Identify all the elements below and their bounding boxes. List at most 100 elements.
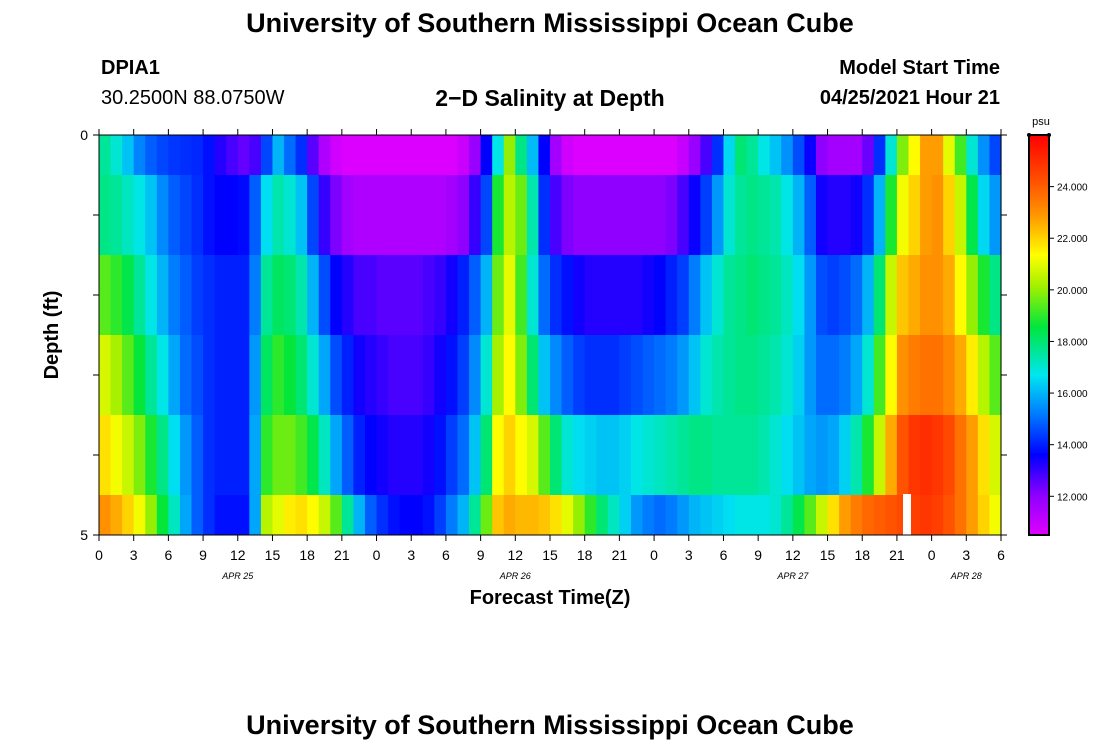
heat-cell xyxy=(145,175,158,255)
heat-cell xyxy=(931,495,944,535)
heat-cell xyxy=(850,135,863,175)
heat-cell xyxy=(191,255,204,335)
heat-cell xyxy=(966,495,979,535)
heat-cell xyxy=(260,415,274,495)
heat-cell xyxy=(607,255,620,335)
heat-cell xyxy=(156,175,169,255)
heat-cell xyxy=(353,135,366,175)
heat-cell xyxy=(943,135,956,175)
heat-cell xyxy=(665,415,678,495)
heat-cell xyxy=(133,175,146,255)
heat-cell xyxy=(480,255,493,335)
heat-cell xyxy=(469,415,482,495)
heat-cell xyxy=(122,495,135,535)
heat-cell xyxy=(307,495,320,535)
heat-cell xyxy=(445,335,459,415)
heat-cell xyxy=(237,175,250,255)
heat-cell xyxy=(977,495,991,535)
heat-cell xyxy=(723,175,736,255)
heat-cell xyxy=(515,255,528,335)
heat-cell xyxy=(353,495,366,535)
heat-cell xyxy=(561,135,574,175)
heat-cell xyxy=(873,175,886,255)
heat-cell xyxy=(364,135,378,175)
heat-cell xyxy=(203,255,216,335)
heat-cell xyxy=(284,135,297,175)
colorbar-tick-label: 22.000 xyxy=(1057,234,1088,245)
heat-cell xyxy=(422,415,435,495)
heat-cell xyxy=(156,255,169,335)
heat-cell xyxy=(260,255,274,335)
heat-cell xyxy=(804,335,817,415)
heat-cell xyxy=(226,495,239,535)
heat-cell xyxy=(214,415,227,495)
heat-cell xyxy=(122,135,135,175)
heat-cell xyxy=(758,175,771,255)
heat-cell xyxy=(168,415,181,495)
heat-cell xyxy=(619,255,632,335)
heat-cell xyxy=(769,335,782,415)
heat-cell xyxy=(388,135,401,175)
heat-cell xyxy=(237,415,250,495)
heat-cell xyxy=(954,255,967,335)
heat-cell xyxy=(214,135,227,175)
heat-cell xyxy=(792,135,806,175)
heat-cell xyxy=(515,335,528,415)
x-date-label: APR 26 xyxy=(499,571,531,581)
heat-cell xyxy=(469,255,482,335)
heat-cell xyxy=(862,495,875,535)
heat-cell xyxy=(330,255,343,335)
heat-cell xyxy=(827,335,840,415)
heat-cell xyxy=(677,255,690,335)
x-tick-label: 12 xyxy=(785,547,801,563)
heat-cell xyxy=(896,255,910,335)
heat-cell xyxy=(226,415,239,495)
heat-cell xyxy=(550,135,563,175)
heat-cell xyxy=(700,255,713,335)
heat-cell xyxy=(677,175,690,255)
heat-cell xyxy=(480,335,493,415)
heat-cell xyxy=(515,135,528,175)
heat-cell xyxy=(711,335,725,415)
heat-cell xyxy=(434,135,447,175)
heat-cell xyxy=(584,175,597,255)
heat-cell xyxy=(781,175,794,255)
heat-cell xyxy=(723,335,736,415)
heat-cell xyxy=(191,135,204,175)
heat-cell xyxy=(411,415,424,495)
heat-cell xyxy=(376,255,389,335)
heat-cell xyxy=(839,255,852,335)
x-tick-label: 0 xyxy=(95,547,103,563)
heat-cell xyxy=(503,335,516,415)
heat-cell xyxy=(399,255,412,335)
heat-cell xyxy=(434,255,447,335)
heat-cell xyxy=(758,415,771,495)
heat-cell xyxy=(214,495,227,535)
heat-cell xyxy=(908,175,921,255)
x-tick-label: 21 xyxy=(612,547,628,563)
heat-cell xyxy=(318,415,331,495)
heat-cell xyxy=(318,335,331,415)
heat-cell xyxy=(376,495,389,535)
heat-cell xyxy=(873,135,886,175)
heat-cell xyxy=(99,175,112,255)
heat-cell xyxy=(99,335,112,415)
heat-cell xyxy=(492,415,505,495)
heat-cell xyxy=(758,135,771,175)
heat-cell xyxy=(122,335,135,415)
x-tick-label: 0 xyxy=(928,547,936,563)
x-date-label: APR 27 xyxy=(776,571,809,581)
heat-cell xyxy=(341,415,355,495)
heat-cell xyxy=(515,415,528,495)
heat-cell xyxy=(226,255,239,335)
heat-cell xyxy=(908,335,921,415)
heat-cell xyxy=(735,175,748,255)
heat-cell xyxy=(411,495,424,535)
heat-cell xyxy=(260,335,274,415)
heat-cell xyxy=(411,255,424,335)
heat-cell xyxy=(168,335,181,415)
heat-cell xyxy=(156,495,169,535)
heat-cell xyxy=(839,415,852,495)
heat-cell xyxy=(688,415,701,495)
